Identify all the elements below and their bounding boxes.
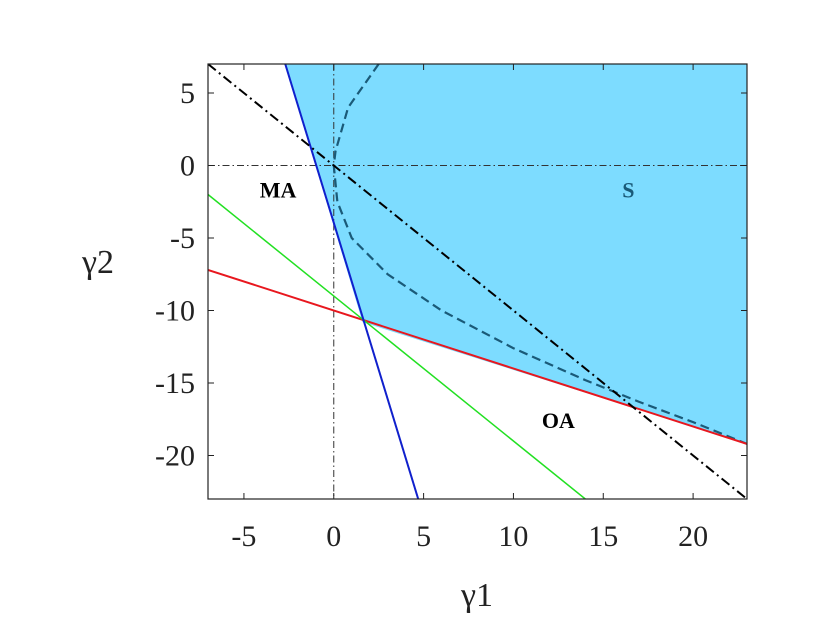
region-s-fill bbox=[285, 64, 747, 444]
region-label-s: S bbox=[622, 177, 634, 202]
dashed-curve bbox=[332, 64, 747, 445]
y-tick-label: 5 bbox=[180, 77, 195, 110]
region-label-ma: MA bbox=[260, 177, 297, 202]
x-axis-title: γ1 bbox=[460, 577, 493, 614]
y-tick-label: -5 bbox=[170, 222, 195, 255]
y-tick-label: -15 bbox=[155, 367, 195, 400]
y-axis-title: γ2 bbox=[81, 244, 114, 281]
region-label-oa: OA bbox=[542, 408, 575, 433]
blue-line bbox=[284, 64, 420, 499]
black-line bbox=[208, 64, 747, 499]
red-line bbox=[208, 268, 747, 445]
x-tick-label: -5 bbox=[231, 520, 256, 553]
plot-area bbox=[208, 64, 747, 499]
x-tick-label: 5 bbox=[416, 520, 431, 553]
axes bbox=[207, 63, 748, 500]
tick-labels: -5 0 5 10 15 20 5 0 -5 -10 -15 -20 bbox=[155, 77, 708, 553]
y-tick-label: 0 bbox=[180, 150, 195, 183]
x-tick-label: 10 bbox=[498, 520, 528, 553]
x-tick-label: 0 bbox=[326, 520, 341, 553]
y-tick-label: -10 bbox=[155, 295, 195, 328]
region-annotations: MA S OA bbox=[260, 177, 635, 433]
y-tick-label: -20 bbox=[155, 440, 195, 473]
green-line bbox=[208, 193, 586, 499]
x-tick-label: 20 bbox=[678, 520, 708, 553]
axes-frame bbox=[207, 63, 748, 500]
x-tick-label: 15 bbox=[588, 520, 618, 553]
